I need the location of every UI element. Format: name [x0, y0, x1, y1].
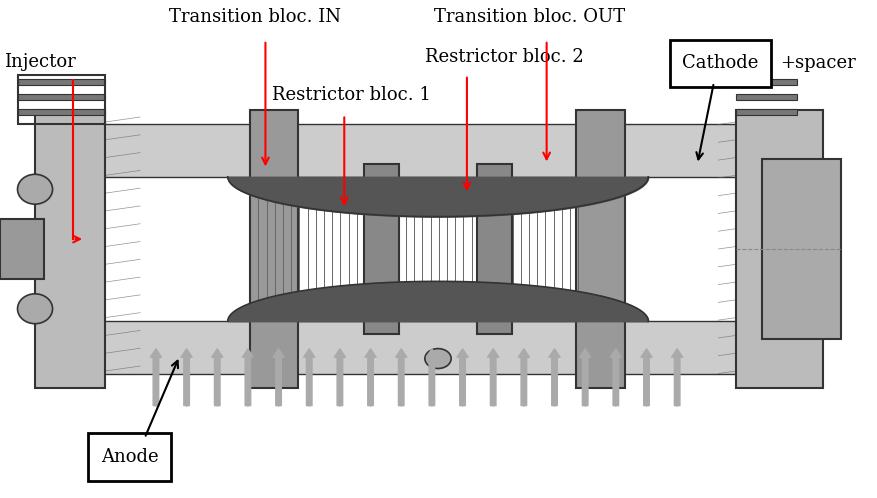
FancyArrowPatch shape: [181, 349, 192, 405]
Bar: [18, 109, 105, 115]
FancyArrowPatch shape: [303, 349, 315, 405]
Text: Anode: Anode: [101, 448, 159, 466]
FancyBboxPatch shape: [88, 433, 171, 481]
FancyArrowPatch shape: [641, 349, 652, 405]
Bar: [736, 109, 797, 115]
FancyArrowPatch shape: [396, 349, 407, 405]
Ellipse shape: [18, 294, 53, 324]
Bar: [576, 110, 624, 388]
Text: Injector: Injector: [4, 53, 76, 71]
Bar: [18, 75, 105, 124]
FancyArrowPatch shape: [580, 349, 591, 405]
Bar: [364, 164, 398, 334]
Bar: [88, 124, 771, 374]
Ellipse shape: [424, 349, 451, 369]
FancyArrowPatch shape: [672, 349, 682, 405]
FancyArrowPatch shape: [610, 349, 622, 405]
Bar: [0, 219, 44, 279]
Text: +spacer: +spacer: [780, 54, 855, 72]
FancyArrowPatch shape: [549, 349, 560, 405]
Text: Restrictor bloc. 1: Restrictor bloc. 1: [272, 86, 431, 104]
Bar: [736, 79, 797, 85]
Bar: [736, 110, 824, 388]
FancyArrowPatch shape: [334, 349, 346, 405]
Text: Restrictor bloc. 2: Restrictor bloc. 2: [424, 48, 583, 66]
Bar: [762, 159, 841, 339]
FancyArrowPatch shape: [150, 349, 161, 405]
FancyArrowPatch shape: [242, 349, 253, 405]
FancyArrowPatch shape: [211, 349, 223, 405]
FancyArrowPatch shape: [426, 349, 438, 405]
FancyArrowPatch shape: [488, 349, 499, 405]
Bar: [250, 110, 298, 388]
FancyArrowPatch shape: [518, 349, 530, 405]
Text: Transition bloc. OUT: Transition bloc. OUT: [433, 8, 624, 26]
FancyArrowPatch shape: [273, 349, 284, 405]
Bar: [88, 177, 771, 321]
Bar: [18, 79, 105, 85]
Ellipse shape: [18, 174, 53, 204]
Bar: [477, 164, 512, 334]
FancyArrowPatch shape: [365, 349, 376, 405]
Bar: [35, 110, 105, 388]
Bar: [18, 94, 105, 100]
FancyBboxPatch shape: [670, 40, 771, 87]
Text: Transition bloc. IN: Transition bloc. IN: [169, 8, 341, 26]
Text: Cathode: Cathode: [682, 54, 759, 72]
FancyArrowPatch shape: [457, 349, 468, 405]
Bar: [736, 94, 797, 100]
